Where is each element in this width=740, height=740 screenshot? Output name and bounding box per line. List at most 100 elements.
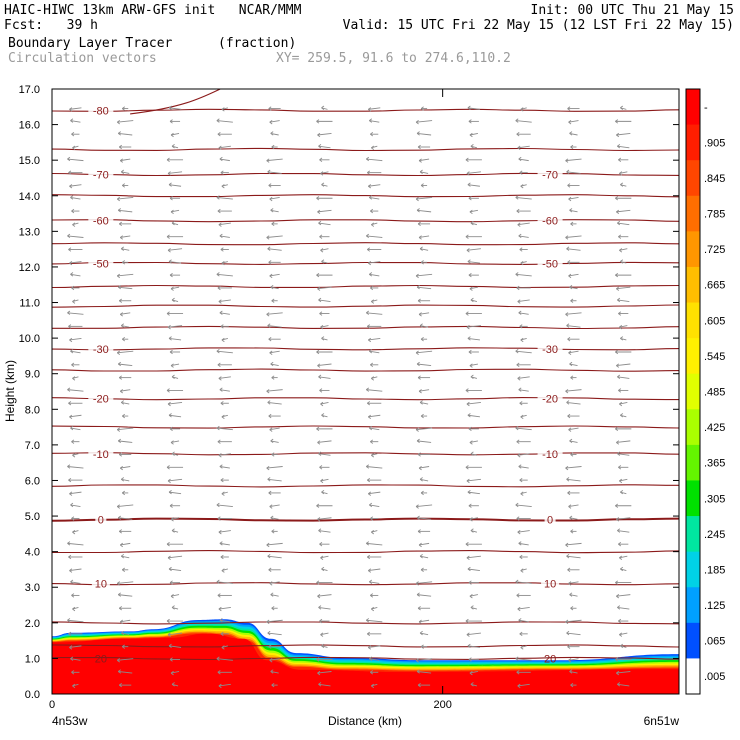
circulation-vector-head [171, 605, 175, 610]
isotherm-label: -60 [542, 216, 558, 228]
colorbar-label: .365 [704, 458, 725, 470]
circulation-vector [117, 273, 134, 277]
circulation-vector-head [270, 208, 274, 213]
circulation-vector-head [118, 682, 123, 688]
circulation-vector [466, 325, 481, 328]
circulation-vector-head [67, 233, 71, 239]
circulation-vector-head [270, 361, 274, 367]
circulation-vector-head [70, 195, 74, 200]
y-tick-label: 15.0 [19, 155, 40, 167]
colorbar-label: .605 [704, 315, 725, 327]
circulation-vector [168, 248, 183, 251]
circulation-vector [218, 145, 231, 149]
circulation-vector-head [418, 619, 422, 625]
circulation-vector-head [467, 259, 471, 264]
circulation-vector-head [270, 515, 274, 520]
circulation-vector-head [71, 439, 75, 444]
circulation-vector [420, 402, 429, 405]
circulation-vector-head [270, 669, 274, 674]
circulation-vector-head [218, 222, 222, 227]
circulation-vector-head [368, 107, 372, 112]
circulation-vector [616, 286, 631, 290]
circulation-vector-head [168, 182, 172, 187]
colorbar-label: .905 [704, 137, 725, 149]
circulation-vector-head [72, 145, 76, 150]
contour-line [52, 194, 679, 198]
circulation-vector [420, 325, 429, 328]
circulation-vector [219, 389, 230, 392]
circulation-vector-head [167, 632, 171, 637]
circulation-vector [518, 542, 529, 546]
circulation-vector-head [417, 682, 421, 688]
circulation-vector [466, 632, 481, 636]
circulation-vector [318, 145, 331, 149]
circulation-vector-head [567, 337, 571, 342]
circulation-vector [617, 145, 630, 149]
circulation-vector-head [317, 286, 321, 291]
circulation-vector-head [221, 414, 225, 420]
circulation-vector-head [420, 337, 424, 342]
y-tick-label: 0.0 [25, 689, 40, 701]
circulation-vector [121, 248, 130, 251]
circulation-vector [517, 530, 530, 533]
circulation-vector [368, 645, 381, 648]
circulation-vector-head [615, 272, 619, 278]
circulation-vector-head [518, 310, 522, 315]
circulation-vector [118, 209, 133, 213]
circulation-vector-head [170, 286, 174, 291]
circulation-vector [69, 645, 82, 648]
circulation-vector-head [418, 389, 422, 394]
circulation-vector [368, 107, 381, 110]
circulation-vector-head [567, 567, 571, 572]
circulation-vector [270, 594, 279, 597]
circulation-vector-head [568, 350, 572, 355]
circulation-vector-head [415, 120, 419, 125]
circulation-vector [318, 606, 331, 610]
circulation-vector-head [520, 645, 524, 650]
circulation-vector-head [569, 131, 573, 136]
circulation-vector-head [316, 349, 320, 355]
circulation-vector-head [619, 171, 623, 176]
circulation-vector [369, 658, 380, 661]
circulation-vector-head [416, 438, 420, 444]
circulation-vector-head [219, 310, 223, 315]
circulation-vector [369, 581, 380, 584]
circulation-vector-head [515, 272, 519, 277]
colorbar-label: .665 [704, 280, 725, 292]
circulation-vector-head [366, 464, 370, 469]
circulation-vector-head [220, 401, 224, 406]
y-tick-label: 13.0 [19, 226, 40, 238]
circulation-vector-head [366, 541, 370, 546]
circulation-vector-head [217, 362, 221, 367]
circulation-vector-head [565, 619, 569, 625]
circulation-vector-head [119, 158, 124, 163]
circulation-vector [270, 517, 279, 520]
circulation-vector-head [318, 605, 322, 610]
circulation-vector [117, 504, 134, 507]
circulation-vector-head [470, 682, 474, 687]
circulation-vector [219, 619, 230, 623]
circulation-vector [216, 581, 233, 584]
circulation-vector [168, 568, 182, 572]
circulation-vector [518, 158, 529, 162]
isotherm-label: -20 [93, 394, 109, 406]
circulation-vector [70, 581, 81, 584]
circulation-vector [117, 427, 134, 431]
circulation-vector [568, 350, 579, 354]
circulation-vector-head [417, 452, 421, 457]
circulation-vector-head [467, 105, 471, 110]
circulation-vector [317, 517, 332, 520]
circulation-vector [317, 440, 332, 443]
isotherm-label-bg [95, 513, 107, 526]
circulation-vector [70, 273, 81, 277]
circulation-vector-head [366, 310, 370, 315]
circulation-vector-head [71, 285, 75, 291]
circulation-vector-head [219, 618, 223, 623]
circulation-vector-head [269, 196, 273, 202]
circulation-vector-head [220, 631, 224, 637]
isotherm-label-bg [537, 342, 563, 355]
circulation-vector [318, 453, 331, 456]
circulation-vector-head [319, 234, 323, 239]
circulation-vector-head [270, 284, 274, 290]
circulation-vector-head [370, 285, 374, 291]
